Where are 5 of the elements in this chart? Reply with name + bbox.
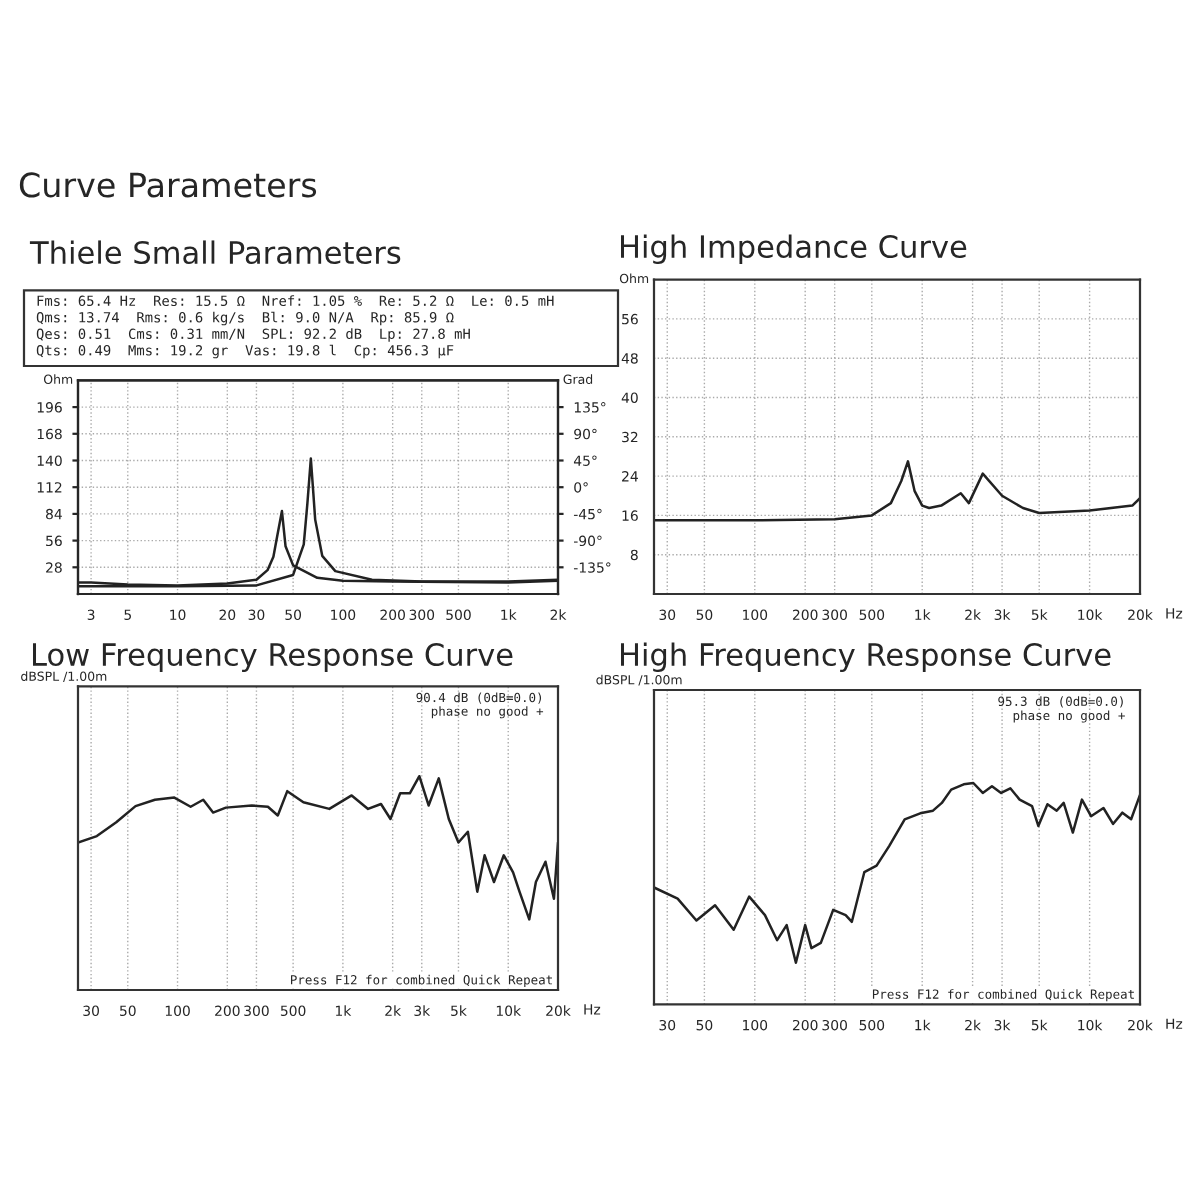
text: Curve Parameters [19,172,317,198]
chart-title: High Frequency Response Curve [621,642,1111,672]
chart-title: Low Frequency Response Curve [33,642,513,672]
chart-title: Thiele Small Parameters [29,240,401,265]
chart-title: High Impedance Curve [621,234,967,264]
